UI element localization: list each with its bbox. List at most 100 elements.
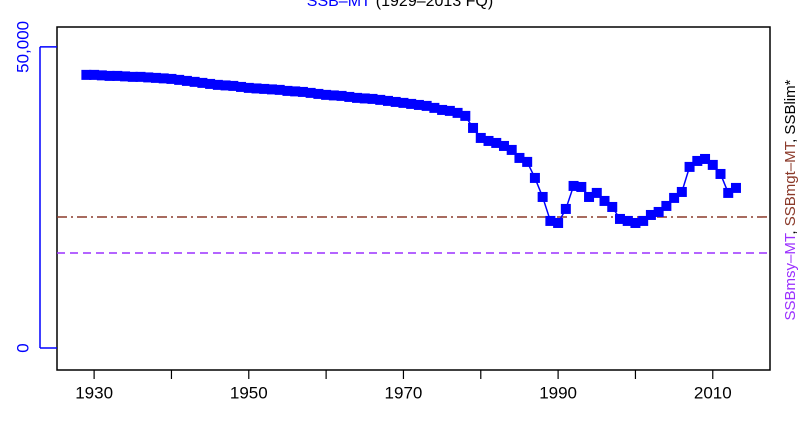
y-tick-label: 50,000: [13, 21, 32, 73]
data-point: [529, 172, 540, 183]
data-point: [166, 73, 177, 84]
data-point: [135, 71, 146, 82]
right-label-part: ,: [782, 226, 799, 234]
data-point: [444, 105, 455, 116]
data-point: [599, 195, 610, 206]
data-point: [352, 92, 363, 103]
right-label-part: SSBmgt–MT: [782, 141, 799, 226]
data-point: [483, 135, 494, 146]
data-point: [522, 156, 533, 167]
data-point: [282, 85, 293, 96]
data-point: [437, 104, 448, 115]
data-point: [328, 90, 339, 101]
data-point: [81, 69, 92, 80]
data-point: [375, 94, 386, 105]
data-point: [112, 70, 123, 81]
data-point: [700, 153, 711, 164]
right-label-part: ,: [782, 135, 799, 143]
data-point: [560, 203, 571, 214]
data-point: [236, 81, 247, 92]
data-point: [189, 76, 200, 87]
data-point: [584, 191, 595, 202]
data-point: [545, 215, 556, 226]
data-point: [452, 107, 463, 118]
data-point: [251, 83, 262, 94]
right-label-part: SSBlim*: [782, 79, 799, 134]
data-point: [143, 72, 154, 83]
x-tick-label: 1990: [539, 383, 577, 402]
data-point: [321, 89, 332, 100]
data-point: [460, 110, 471, 121]
data-point: [591, 187, 602, 198]
title-part: (1929–2013 FQ): [376, 0, 493, 10]
data-point: [669, 192, 680, 203]
data-point: [174, 74, 185, 85]
data-point: [622, 215, 633, 226]
data-point: [359, 93, 370, 104]
x-tick-label: 1930: [75, 383, 113, 402]
data-point: [692, 155, 703, 166]
data-point: [297, 86, 308, 97]
data-point: [220, 80, 231, 91]
data-point: [723, 187, 734, 198]
data-point: [553, 217, 564, 228]
data-point: [653, 206, 664, 217]
right-label-part: SSBmsy–MT: [782, 233, 799, 320]
data-point: [468, 122, 479, 133]
data-point: [715, 168, 726, 179]
data-point: [243, 82, 254, 93]
data-point: [421, 100, 432, 111]
data-point: [707, 159, 718, 170]
data-point: [181, 75, 192, 86]
chart-title: SSB–MT (1929–2013 FQ): [307, 0, 493, 10]
data-point: [120, 71, 131, 82]
data-point: [630, 217, 641, 228]
data-point: [344, 91, 355, 102]
data-point: [127, 71, 138, 82]
data-point: [406, 98, 417, 109]
data-point: [205, 78, 216, 89]
data-point: [576, 181, 587, 192]
data-point: [676, 186, 687, 197]
y-tick-label: 0: [13, 343, 32, 352]
data-point: [413, 99, 424, 110]
data-point: [537, 191, 548, 202]
data-point: [150, 72, 161, 83]
data-point: [104, 70, 115, 81]
data-point: [684, 161, 695, 172]
data-point: [313, 88, 324, 99]
data-point: [158, 73, 169, 84]
x-tick-label: 2010: [694, 383, 732, 402]
data-point: [259, 83, 270, 94]
data-point: [614, 213, 625, 224]
data-point: [336, 90, 347, 101]
data-point: [305, 87, 316, 98]
data-point: [514, 152, 525, 163]
x-tick-label: 1970: [385, 383, 423, 402]
data-point: [568, 180, 579, 191]
data-point: [475, 132, 486, 143]
data-point: [491, 137, 502, 148]
title-part: SSB–MT: [307, 0, 371, 10]
data-point: [89, 69, 100, 80]
plot-box: [56, 26, 771, 371]
data-point: [274, 84, 285, 95]
data-point: [367, 93, 378, 104]
data-point: [607, 201, 618, 212]
data-point: [661, 200, 672, 211]
data-point: [228, 80, 239, 91]
data-point: [382, 95, 393, 106]
data-point: [290, 86, 301, 97]
data-point: [390, 96, 401, 107]
data-point: [212, 79, 223, 90]
x-tick-label: 1950: [230, 383, 268, 402]
data-point: [266, 84, 277, 95]
right-axis-label: SSBmsy–MT, SSBmgt–MT, SSBlim*: [782, 79, 799, 320]
data-point: [398, 97, 409, 108]
data-point: [96, 70, 107, 81]
data-point: [197, 77, 208, 88]
series-line: [86, 74, 737, 224]
data-point: [498, 140, 509, 151]
data-point: [645, 209, 656, 220]
